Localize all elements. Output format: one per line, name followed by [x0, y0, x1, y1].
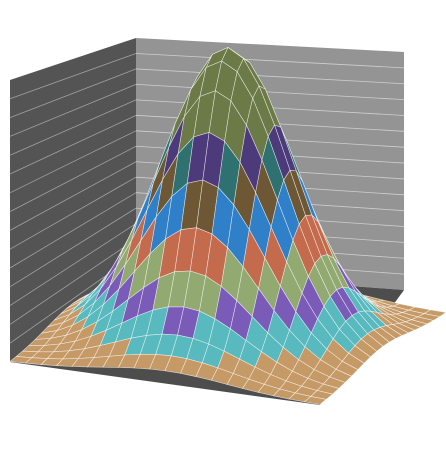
back-wall-gridline: [135, 68, 405, 85]
side-wall-gridline: [9, 145, 137, 212]
side-wall-gridline: [9, 53, 137, 100]
side-wall-gridline: [9, 176, 137, 250]
side-wall-gridline: [9, 114, 137, 175]
side-wall-gridline: [9, 238, 137, 325]
side-wall-gridline: [9, 68, 137, 118]
side-wall-gridline: [9, 130, 137, 194]
side-wall-gridline: [9, 99, 137, 156]
side-wall-gridline: [9, 223, 137, 306]
side-wall-gridline: [9, 161, 137, 231]
back-wall-gridline: [135, 84, 405, 100]
side-wall-gridline: [9, 84, 137, 137]
side-wall-gridline: [9, 207, 137, 288]
surface-patch: [303, 396, 327, 405]
back-wall-gridline: [135, 53, 405, 69]
surface-plot: [9, 46, 446, 405]
side-wall-gridline: [9, 192, 137, 269]
